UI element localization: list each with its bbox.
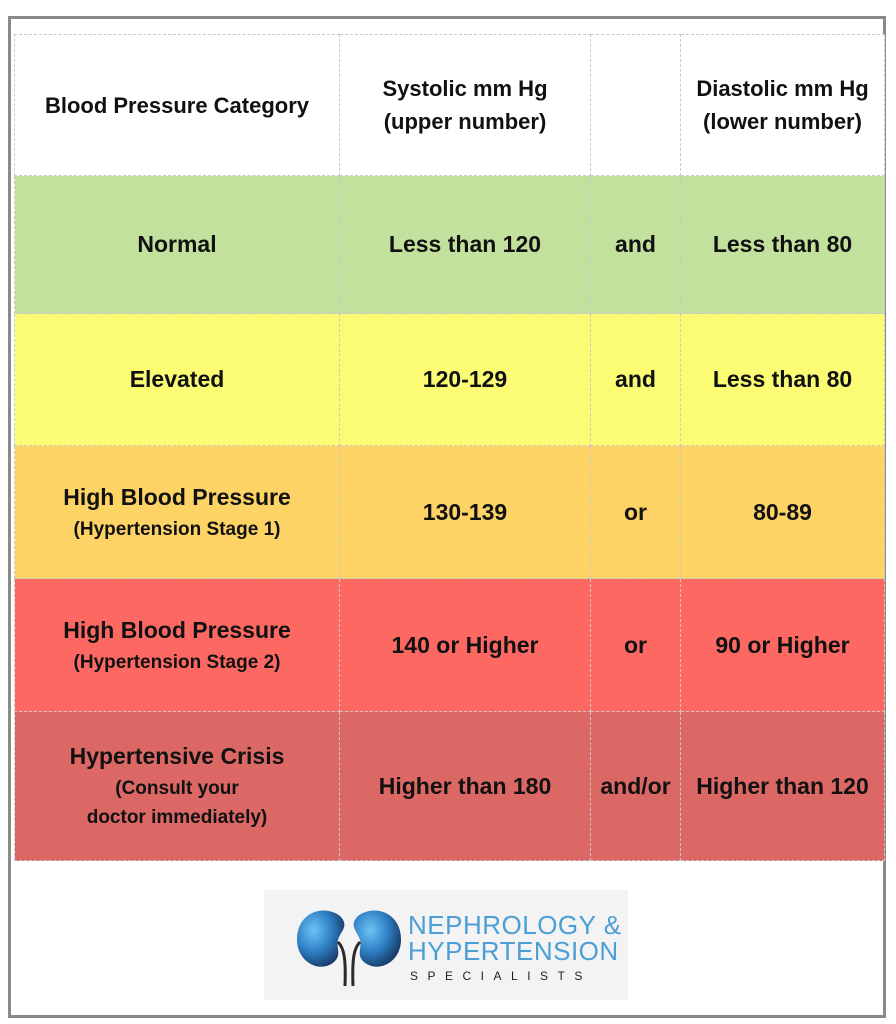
category-cell: High Blood Pressure (Hypertension Stage 2… [14, 578, 340, 712]
systolic-cell: 120-129 [339, 313, 591, 446]
connector-cell: or [590, 445, 681, 579]
category-cell: Normal [14, 175, 340, 314]
header-connector [590, 34, 681, 176]
category-subtitle: (Hypertension Stage 2) [73, 651, 281, 673]
header-diastolic: Diastolic mm Hg (lower number) [680, 34, 885, 176]
diastolic-cell: Less than 80 [680, 313, 885, 446]
logo-line-2: HYPERTENSION [408, 936, 619, 966]
connector-cell: and/or [590, 711, 681, 861]
systolic-cell: Less than 120 [339, 175, 591, 314]
category-subtitle: (Hypertension Stage 1) [73, 518, 281, 540]
category-subtitle: (Consult your [115, 777, 239, 799]
logo-line-3: SPECIALISTS [410, 969, 592, 983]
connector-cell: or [590, 578, 681, 712]
category-cell: High Blood Pressure (Hypertension Stage 1… [14, 445, 340, 579]
blood-pressure-table: Blood Pressure Category Systolic mm Hg (u… [14, 34, 885, 861]
table-row-normal: Normal Less than 120 and Less than 80 [14, 175, 885, 314]
table-row-stage-1: High Blood Pressure (Hypertension Stage 1… [14, 445, 885, 579]
systolic-cell: 140 or Higher [339, 578, 591, 712]
logo-line-1: NEPHROLOGY & [408, 910, 622, 940]
diastolic-cell: 90 or Higher [680, 578, 885, 712]
table-row-crisis: Hypertensive Crisis (Consult your doctor i… [14, 711, 885, 861]
table-header-row: Blood Pressure Category Systolic mm Hg (u… [14, 34, 885, 176]
category-subtitle-2: doctor immediately) [86, 807, 268, 829]
diastolic-cell: Less than 80 [680, 175, 885, 314]
connector-cell: and [590, 175, 681, 314]
category-cell: Elevated [14, 313, 340, 446]
table-row-stage-2: High Blood Pressure (Hypertension Stage 2… [14, 578, 885, 712]
diastolic-cell: 80-89 [680, 445, 885, 579]
connector-cell: and [590, 313, 681, 446]
systolic-cell: 130-139 [339, 445, 591, 579]
systolic-cell: Higher than 180 [339, 711, 591, 861]
diastolic-cell: Higher than 120 [680, 711, 885, 861]
header-systolic: Systolic mm Hg (upper number) [339, 34, 591, 176]
table-row-elevated: Elevated 120-129 and Less than 80 [14, 313, 885, 446]
category-cell: Hypertensive Crisis (Consult your doctor i… [14, 711, 340, 861]
practice-logo: NEPHROLOGY & HYPERTENSION SPECIALISTS [264, 890, 628, 1000]
header-category: Blood Pressure Category [14, 34, 340, 176]
kidneys-icon [296, 910, 402, 987]
